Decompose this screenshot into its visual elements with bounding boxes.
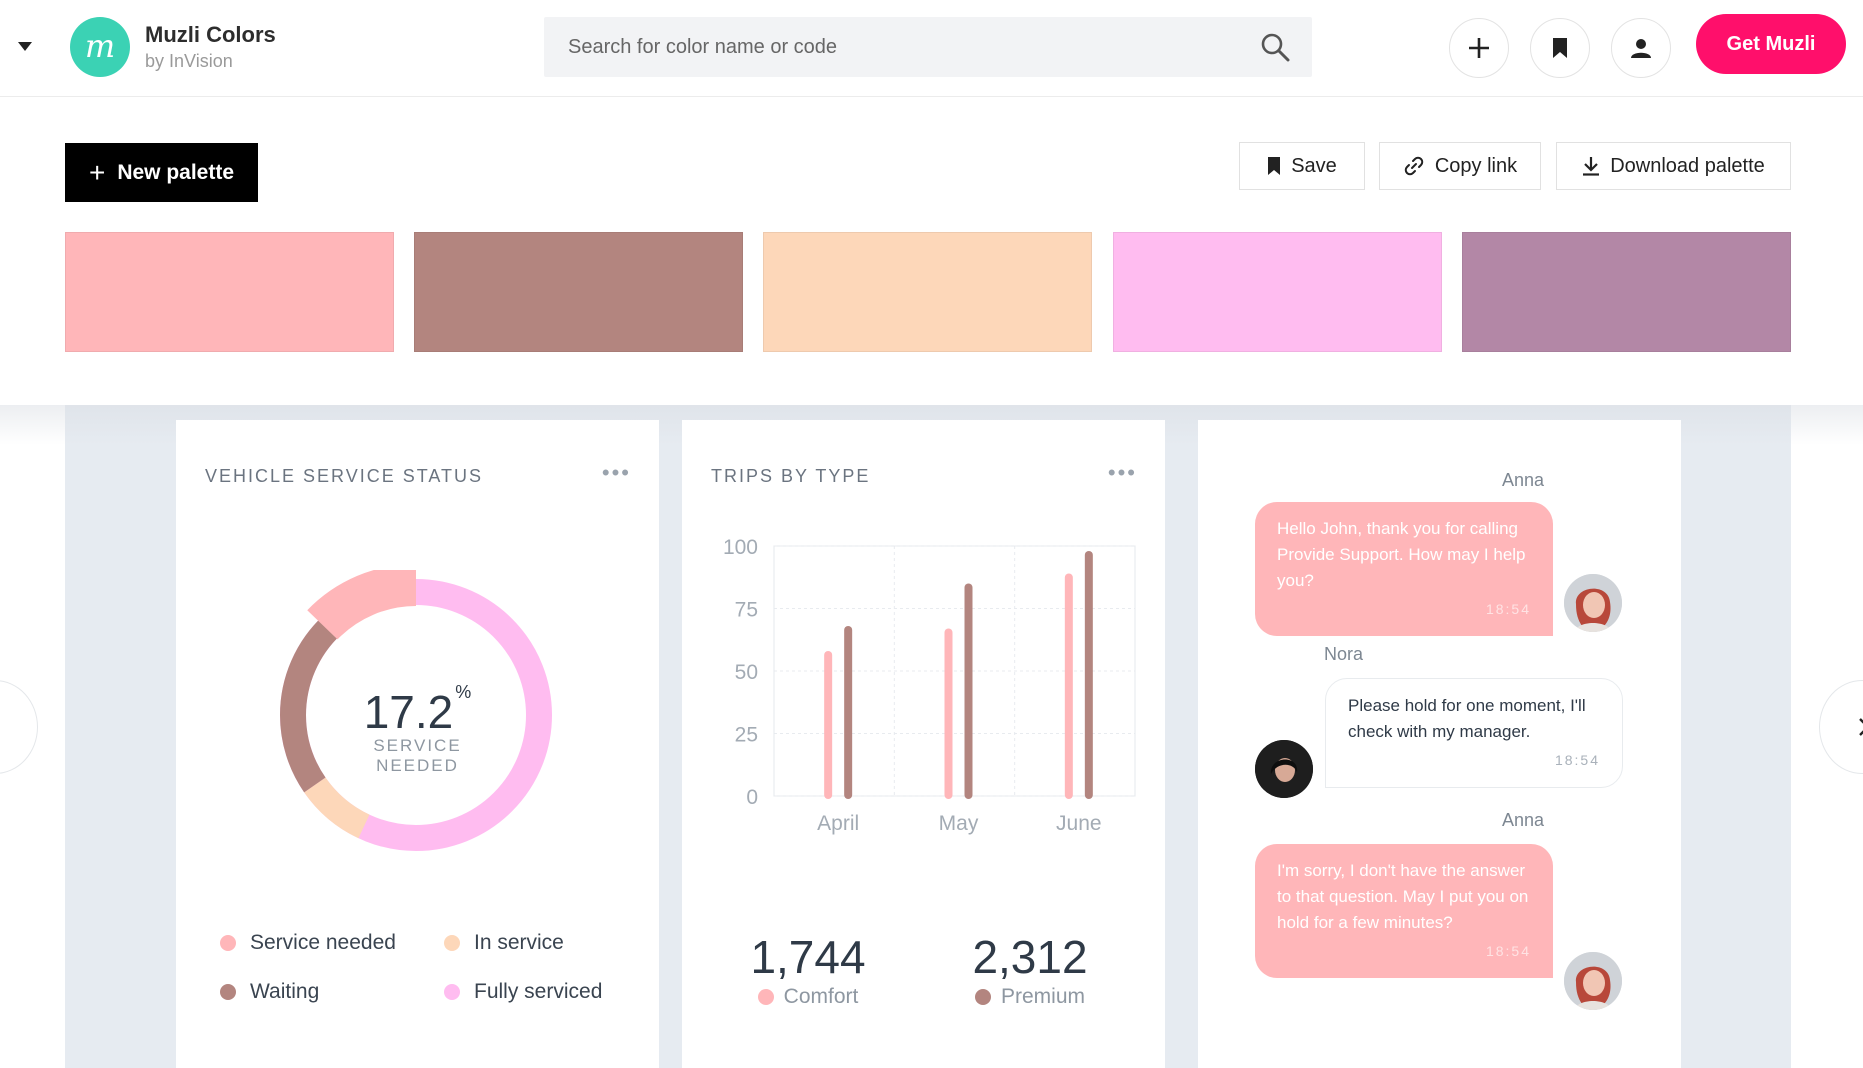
premium-total: 2,312: [972, 931, 1088, 983]
avatar-anna: [1564, 952, 1622, 1010]
legend-dot: [757, 989, 774, 1005]
x-tick-label: April: [817, 812, 859, 835]
new-palette-button[interactable]: + New palette: [65, 143, 258, 202]
card-title: TRIPS BY TYPE: [711, 466, 871, 486]
caret-down-icon[interactable]: [18, 42, 32, 51]
get-muzli-button[interactable]: Get Muzli: [1696, 14, 1846, 74]
y-tick-label: 50: [735, 661, 758, 684]
card-title: VEHICLE SERVICE STATUS: [205, 466, 484, 486]
profile-button[interactable]: [1611, 18, 1671, 78]
legend-dot: [220, 935, 236, 951]
sender-name: Anna: [1502, 810, 1545, 830]
donut-segment-service-needed: [271, 570, 561, 860]
next-preview-button[interactable]: [1819, 680, 1863, 774]
copy-link-label: Copy link: [1434, 154, 1518, 177]
legend-label: Waiting: [250, 980, 320, 1003]
comfort-total: 1,744: [750, 931, 866, 983]
comfort-stat-label: Comfort: [708, 985, 908, 1009]
avatar-image: [1255, 740, 1313, 798]
y-tick-label: 100: [723, 536, 758, 559]
copy-link-button[interactable]: Copy link: [1379, 142, 1541, 190]
trips-bar-chart: 0 25 50 75 100 April May June: [723, 536, 1136, 835]
legend-service-needed: Service needed: [220, 931, 396, 955]
message-text: Please hold for one moment, I'll check w…: [1348, 696, 1586, 741]
message-time: 18:54: [1554, 752, 1600, 768]
message-time: 18:54: [1485, 943, 1531, 959]
chat-message-outgoing: Please hold for one moment, I'll check w…: [1325, 678, 1623, 788]
search-input[interactable]: [568, 17, 1248, 77]
legend-label: In service: [474, 931, 564, 954]
legend-fully-serviced: Fully serviced: [444, 980, 602, 1004]
y-tick-label: 75: [735, 599, 758, 622]
color-swatch[interactable]: [763, 232, 1092, 352]
y-tick-label: 25: [735, 724, 758, 747]
premium-stat-label: Premium: [930, 985, 1130, 1009]
trips-by-type-card: TRIPS BY TYPE ••• 0 25 50 75 100 April May June…: [682, 420, 1165, 1068]
donut-center-value: 17.2%: [176, 682, 659, 739]
chat-card: Anna Hello John, thank you for calling P…: [1198, 420, 1681, 1068]
legend-dot: [220, 984, 236, 1000]
plus-icon: +: [88, 156, 106, 188]
legend-dot: [974, 989, 991, 1005]
save-label: Save: [1291, 154, 1337, 177]
top-header: m Muzli Colors by InVision Get Muzli: [0, 0, 1863, 97]
donut-label-line2: NEEDED: [376, 756, 459, 775]
message-time: 18:54: [1485, 601, 1531, 617]
message-text: Hello John, thank you for calling Provid…: [1277, 519, 1526, 590]
more-options-icon[interactable]: •••: [601, 460, 631, 485]
premium-label: Premium: [1000, 985, 1085, 1008]
user-icon: [1631, 39, 1651, 58]
legend-waiting: Waiting: [220, 980, 319, 1004]
percent-unit: %: [455, 682, 472, 702]
color-swatch[interactable]: [65, 232, 394, 352]
donut-segment-waiting: [280, 579, 552, 851]
comfort-label: Comfort: [783, 985, 859, 1008]
download-palette-button[interactable]: Download palette: [1556, 142, 1791, 190]
download-icon: [1583, 157, 1600, 176]
brand-subtitle: by InVision: [145, 51, 233, 71]
vehicle-service-card: VEHICLE SERVICE STATUS ••• 17.2% SERVICE…: [176, 420, 659, 1068]
legend-dot: [444, 984, 460, 1000]
sender-name: Nora: [1324, 644, 1364, 664]
muzli-logo[interactable]: m: [70, 17, 130, 77]
color-swatch[interactable]: [1113, 232, 1442, 352]
avatar-image: [1564, 952, 1622, 1010]
chevron-right-icon: [1859, 718, 1863, 736]
bookmark-icon: [1268, 157, 1281, 175]
download-palette-label: Download palette: [1610, 154, 1765, 177]
previous-preview-button[interactable]: [0, 680, 38, 774]
bookmarks-button[interactable]: [1530, 18, 1590, 78]
brand-name: Muzli Colors: [145, 22, 276, 47]
sender-name: Anna: [1502, 470, 1545, 490]
plus-icon: [1469, 38, 1489, 58]
chat-message-incoming: Hello John, thank you for calling Provid…: [1255, 502, 1553, 636]
link-icon: [1404, 156, 1424, 176]
message-text: I'm sorry, I don't have the answer to th…: [1277, 861, 1529, 932]
y-tick-label: 0: [746, 786, 758, 809]
chat-message-incoming: I'm sorry, I don't have the answer to th…: [1255, 844, 1553, 978]
avatar-image: [1564, 574, 1622, 632]
service-needed-value: 17.2: [363, 686, 454, 738]
x-tick-label: May: [939, 812, 979, 835]
avatar-anna: [1564, 574, 1622, 632]
more-options-icon[interactable]: •••: [1107, 460, 1137, 485]
search-bar: [544, 17, 1312, 77]
search-icon[interactable]: [1260, 32, 1290, 62]
x-tick-label: June: [1056, 812, 1102, 835]
legend-label: Fully serviced: [474, 980, 603, 1003]
avatar-nora: [1255, 740, 1313, 798]
add-button[interactable]: [1449, 18, 1509, 78]
legend-label: Service needed: [250, 931, 396, 954]
legend-dot: [444, 935, 460, 951]
color-swatch[interactable]: [414, 232, 743, 352]
service-donut-chart: [271, 570, 561, 860]
color-swatch[interactable]: [1462, 232, 1791, 352]
new-palette-label: New palette: [117, 160, 235, 184]
save-button[interactable]: Save: [1239, 142, 1365, 190]
donut-center-label: SERVICE NEEDED: [176, 736, 659, 776]
bookmark-icon: [1553, 38, 1567, 58]
donut-label-line1: SERVICE: [373, 736, 462, 755]
legend-in-service: In service: [444, 931, 564, 955]
